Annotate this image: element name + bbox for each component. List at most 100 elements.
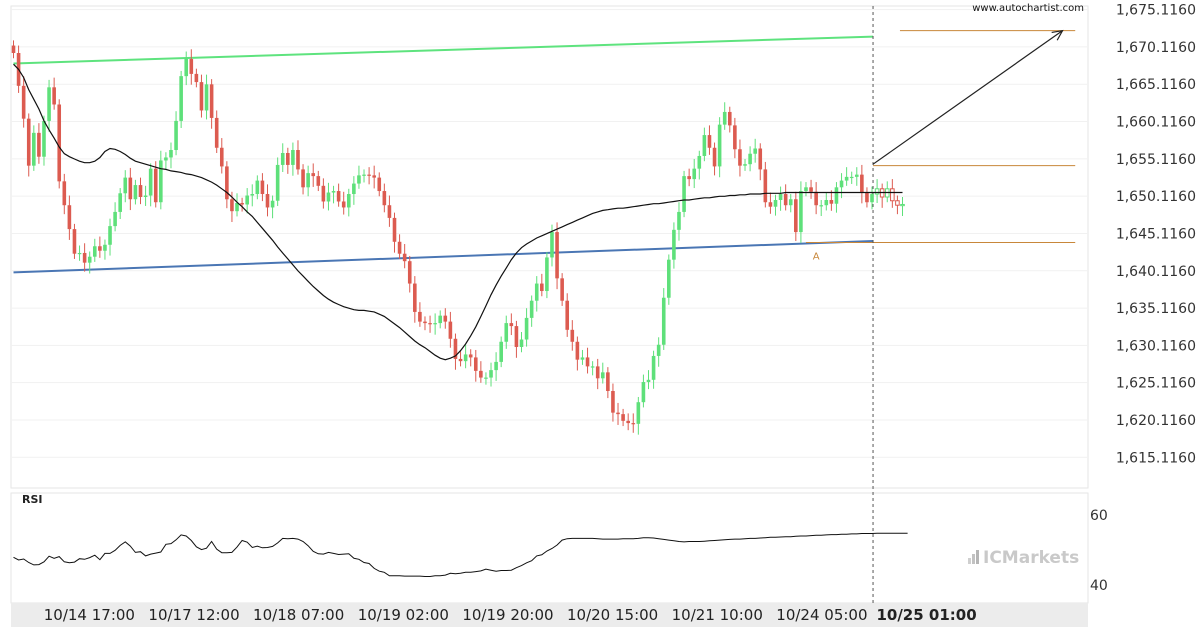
candle-body <box>672 229 676 260</box>
candle-body <box>829 199 834 204</box>
time-tick-label: 10/25 01:00 <box>876 606 976 624</box>
rsi-panel-title: RSI <box>22 493 43 506</box>
candle-body <box>346 194 351 208</box>
candle-body <box>844 176 849 181</box>
candle-body <box>453 338 458 359</box>
candle-body <box>423 321 427 324</box>
candle-body <box>184 58 189 77</box>
candle-body <box>143 195 148 198</box>
candle-body <box>545 257 549 292</box>
rsi-line <box>13 532 908 577</box>
candle-body <box>768 202 773 207</box>
moving-average-line <box>13 63 903 361</box>
candle-body <box>47 87 51 121</box>
candle-body <box>235 202 239 212</box>
candle-body <box>77 252 82 255</box>
candle-body <box>280 152 285 165</box>
candle-body <box>489 370 493 378</box>
watermark: www.autochartist.com <box>972 3 1084 14</box>
candle-body <box>316 176 321 186</box>
candle-body <box>138 185 143 198</box>
candle-body <box>463 354 468 362</box>
price-tick-label: 1,675.1160 <box>1116 3 1196 19</box>
resistance-line <box>13 35 874 65</box>
candle-body <box>890 188 895 202</box>
candle-body <box>794 199 798 233</box>
candle-body <box>758 148 763 170</box>
time-tick-label: 10/18 07:00 <box>253 606 344 624</box>
rsi-plot-area <box>10 492 1089 604</box>
candle-body <box>291 150 295 165</box>
candle-body <box>230 199 234 212</box>
candle-body <box>646 379 651 383</box>
candle-body <box>189 58 194 74</box>
candle-body <box>103 244 107 251</box>
candle-body <box>133 185 138 200</box>
candle-body <box>82 252 87 263</box>
candle-body <box>204 84 209 111</box>
candle-body <box>702 135 707 156</box>
brand-logo: ICMarkets <box>968 548 1079 568</box>
candle-body <box>438 315 443 324</box>
candle-body <box>265 194 270 208</box>
forecast-arrow-head <box>1051 29 1064 41</box>
candle-body <box>62 181 67 206</box>
candle-body <box>67 205 72 230</box>
candle-body <box>687 176 691 180</box>
candle-body <box>194 73 199 83</box>
candle-body <box>372 175 376 178</box>
candle-body <box>661 297 666 345</box>
candle-body <box>585 357 590 367</box>
candle-body <box>123 177 128 194</box>
candle-body <box>240 202 244 205</box>
candle-body <box>778 194 783 200</box>
candle-body <box>748 153 752 165</box>
candle-body <box>733 125 737 150</box>
candle-body <box>458 358 463 362</box>
candle-body <box>809 187 813 192</box>
candle-body <box>895 200 900 206</box>
candle-body <box>286 152 290 165</box>
candle-body <box>37 132 41 157</box>
candle-body <box>392 217 397 242</box>
candle-body <box>524 317 529 340</box>
candle-body <box>560 278 564 301</box>
candle-body <box>707 135 712 148</box>
candle-body <box>219 147 224 167</box>
candle-body <box>529 300 534 318</box>
candle-body <box>362 174 366 176</box>
candle-body <box>32 132 36 166</box>
candle-body <box>717 124 722 167</box>
candle-body <box>275 164 280 201</box>
time-tick-label: 10/21 10:00 <box>672 606 763 624</box>
candle-body <box>870 194 874 203</box>
candle-body <box>87 256 92 263</box>
candle-body <box>306 173 310 188</box>
candle-body <box>397 241 402 254</box>
price-grid <box>11 9 1088 458</box>
candle-body <box>550 232 554 258</box>
price-tick-label: 1,650.1160 <box>1116 189 1196 205</box>
time-tick-label: 10/17 12:00 <box>148 606 239 624</box>
candle-body <box>413 283 417 312</box>
candle-body <box>260 180 265 195</box>
candle-body <box>428 323 432 325</box>
candle-body <box>352 183 356 195</box>
candle-body <box>164 157 168 161</box>
candle-body <box>209 84 214 118</box>
candle-body <box>331 191 336 193</box>
price-tick-label: 1,620.1160 <box>1116 413 1196 429</box>
candle-body <box>148 168 153 196</box>
candle-body <box>473 357 478 371</box>
candle-body <box>682 176 686 212</box>
candle-body <box>763 169 768 203</box>
candle-body <box>641 382 646 403</box>
candle-body <box>570 329 575 342</box>
candle-body <box>860 174 864 193</box>
candle-body <box>651 355 656 380</box>
candle-body <box>504 323 509 342</box>
candle-body <box>296 150 300 170</box>
time-tick-label: 10/20 15:00 <box>567 606 658 624</box>
candle-body <box>540 283 544 292</box>
